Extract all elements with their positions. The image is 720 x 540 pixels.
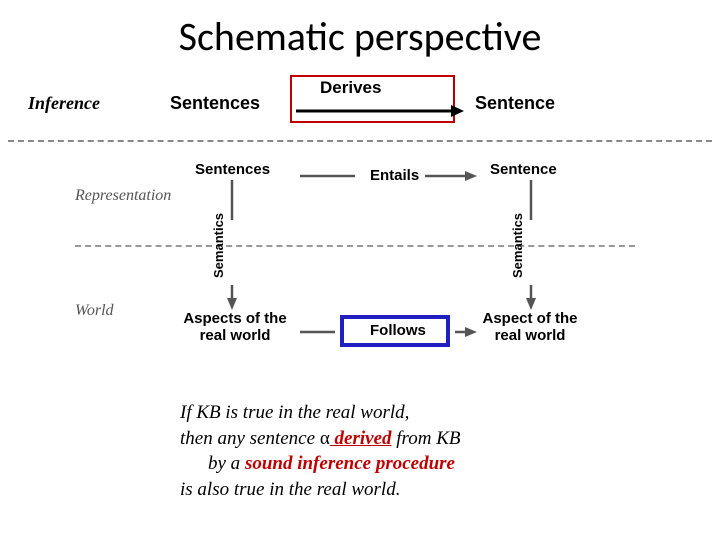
divider-top (8, 140, 712, 142)
line2-prefix: then any sentence (180, 428, 320, 449)
sound-inference-phrase: sound inference procedure (245, 453, 455, 474)
alpha-symbol: α (320, 428, 330, 449)
sentences-label: Sentences (170, 93, 260, 114)
aspects-right-label: Aspect of the real world (470, 310, 590, 345)
semantics-left-label: Semantics (211, 213, 226, 278)
conclusion-text: If KB is true in the real world, then an… (180, 400, 460, 503)
world-label: World (75, 302, 114, 320)
derives-arrow-icon (296, 103, 466, 119)
derives-label: Derives (320, 78, 381, 98)
derived-word: derived (330, 428, 392, 449)
slide-title: Schematic perspective (0, 12, 720, 61)
aspects-left-label: Aspects of the real world (175, 310, 295, 345)
diagram-sentences: Sentences (195, 161, 270, 178)
line2-suffix: from KB (392, 428, 461, 449)
semantics-right-label: Semantics (510, 213, 525, 278)
semantics-left-arrow-icon (225, 180, 239, 310)
diagram-sentence: Sentence (490, 161, 557, 178)
conclusion-line3: by a sound inference procedure (180, 451, 460, 477)
inference-row: Inference Sentences Derives Sentence (0, 75, 720, 135)
sentence-label: Sentence (475, 93, 555, 114)
representation-label: Representation (75, 187, 171, 205)
line3-prefix: by a (208, 453, 245, 474)
conclusion-line2: then any sentence α derived from KB (180, 426, 460, 452)
follows-arrow-icon (300, 325, 480, 339)
conclusion-line1: If KB is true in the real world, (180, 400, 460, 426)
divider-mid (75, 245, 635, 247)
inference-label: Inference (28, 93, 100, 114)
entails-arrow-icon (300, 169, 480, 183)
semantics-right-arrow-icon (524, 180, 538, 310)
schematic-diagram: Representation World Sentences Sentence … (75, 155, 635, 375)
conclusion-line4: is also true in the real world. (180, 477, 460, 503)
